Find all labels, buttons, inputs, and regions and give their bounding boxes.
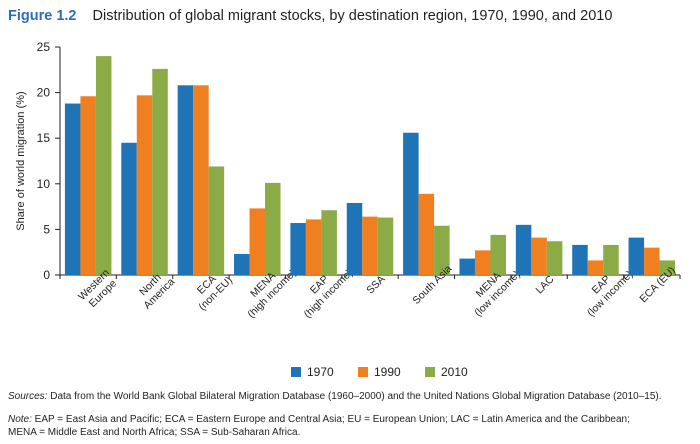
bar-2010	[208, 166, 225, 275]
bar-1970	[121, 142, 137, 275]
bar-1990	[80, 96, 96, 275]
y-tick-label: 25	[37, 40, 51, 54]
bar-2010	[659, 260, 676, 275]
note-text: Note: EAP = East Asia and Pacific; ECA =…	[8, 413, 698, 439]
legend-swatch-2010	[425, 367, 435, 377]
y-tick-label: 0	[43, 268, 50, 282]
bar-1970	[459, 258, 475, 275]
bar-1990	[249, 208, 266, 275]
bar-1990	[418, 193, 435, 275]
bar-2010	[95, 56, 112, 276]
bar-1990	[305, 219, 322, 275]
y-tick-label: 10	[37, 177, 51, 191]
bar-1970	[403, 132, 419, 275]
note-line-1: EAP = East Asia and Pacific; ECA = Easte…	[31, 414, 630, 425]
bar-1970	[64, 103, 81, 275]
legend-swatch-1990	[358, 367, 368, 377]
y-tick-label: 20	[37, 86, 51, 100]
legend-label-2010: 2010	[441, 365, 468, 379]
bar-2010	[265, 182, 281, 275]
legend-label-1990: 1990	[374, 365, 401, 379]
bar-1970	[628, 237, 645, 275]
bar-1990	[362, 216, 378, 275]
bar-1990	[587, 260, 604, 275]
sources-body: Data from the World Bank Global Bilatera…	[47, 391, 662, 402]
bar-2010	[152, 68, 168, 275]
sources-text: Sources: Data from the World Bank Global…	[8, 390, 698, 403]
legend-label-1970: 1970	[307, 365, 334, 379]
bar-1970	[177, 85, 194, 275]
bar-1970	[572, 244, 588, 275]
figure-title: Distribution of global migrant stocks, b…	[92, 8, 613, 24]
figure-label: Figure 1.2	[8, 8, 77, 24]
bar-1990	[474, 250, 491, 275]
bar-1990	[136, 95, 153, 275]
bar-1970	[515, 224, 532, 275]
bar-2010	[490, 234, 506, 275]
bar-2010	[434, 225, 450, 275]
y-axis-label: Share of world migration (%)	[15, 91, 27, 230]
sources-label: Sources:	[8, 391, 48, 402]
figure-title-row: Figure 1.2 Distribution of global migrant…	[8, 8, 698, 30]
bar-2010	[603, 244, 619, 275]
bar-1990	[644, 247, 660, 275]
legend-swatch-1970	[291, 367, 301, 377]
x-category-label: SSA	[364, 273, 387, 296]
y-tick-label: 15	[37, 131, 51, 145]
note-label: Note:	[8, 414, 32, 425]
bar-1970	[234, 254, 250, 275]
bar-1970	[346, 202, 363, 275]
x-category-label: LAC	[534, 273, 557, 296]
bar-1970	[290, 223, 306, 275]
bar-2010	[377, 217, 394, 275]
bar-1990	[531, 237, 547, 275]
bar-2010	[546, 241, 563, 275]
bar-1990	[193, 85, 209, 275]
note-line-2: MENA = Middle East and North Africa; SSA…	[8, 427, 301, 438]
y-tick-label: 5	[43, 222, 50, 236]
bar-2010	[321, 210, 337, 275]
bar-chart: 0 5 10 15 20 25 Share of world migration (%) We…	[0, 30, 700, 390]
